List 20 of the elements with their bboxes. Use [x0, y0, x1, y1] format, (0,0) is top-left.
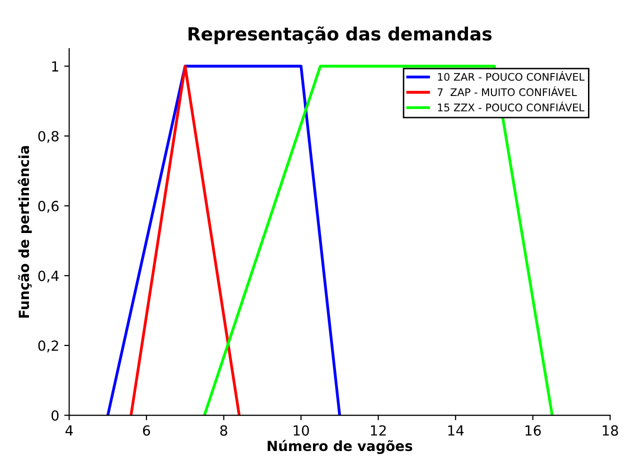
x-axis-title: Número de vagões — [268, 440, 412, 454]
x-tick-label: 18 — [602, 425, 618, 436]
legend-label: 7 ZAP - MUITO CONFIÁVEL — [438, 86, 577, 96]
y-tick-label: 0,4 — [38, 270, 59, 283]
x-tick-label: 14 — [448, 425, 464, 436]
chart-title: Representação das demandas — [188, 26, 492, 44]
x-tick-label: 6 — [143, 425, 150, 436]
y-tick-label: 0,2 — [38, 340, 58, 352]
y-tick-label: 0 — [52, 410, 59, 421]
y-axis-title: Função de pertinência — [18, 146, 32, 318]
x-tick-label: 10 — [294, 425, 309, 436]
legend-label: 10 ZAR - POUCO CONFIÁVEL — [438, 71, 584, 81]
x-tick-label: 8 — [220, 425, 228, 436]
legend-label: 15 ZZX - POUCO CONFIÁVEL — [438, 102, 584, 112]
y-tick-label: 1 — [52, 61, 58, 72]
x-tick-label: 16 — [526, 425, 541, 436]
y-tick-label: 0,6 — [38, 200, 59, 213]
y-tick-label: 0,8 — [38, 130, 59, 143]
x-tick-label: 4 — [65, 425, 73, 436]
x-tick-label: 12 — [370, 425, 386, 436]
